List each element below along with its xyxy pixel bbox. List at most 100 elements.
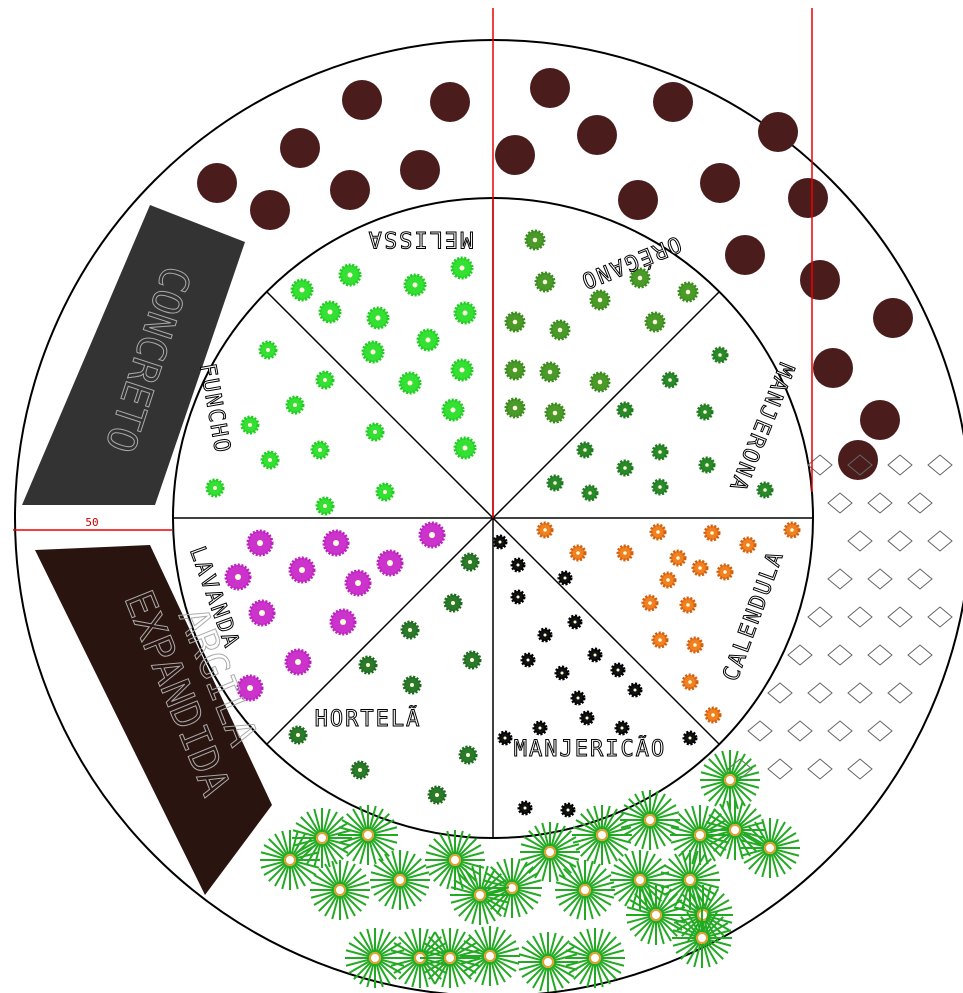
plant-leaf (586, 839, 600, 862)
plant-leaf (434, 931, 448, 954)
plant-center (684, 874, 696, 886)
plant-leaf (370, 808, 384, 831)
plant-leaf (496, 861, 510, 884)
plant-leaf (485, 886, 510, 895)
plant-leaf (453, 897, 476, 911)
plant-leaf (400, 850, 409, 875)
plant-leaf (494, 940, 517, 954)
plant-leaf (576, 860, 585, 885)
plant-leaf (453, 879, 476, 893)
plant-leaf (693, 908, 702, 933)
paver (807, 682, 833, 704)
plant-center (387, 560, 393, 566)
plant-center (410, 683, 414, 687)
plant-leaf (554, 836, 577, 850)
plant-center (644, 814, 656, 826)
plant-leaf (714, 784, 728, 807)
plant-leaf (656, 920, 665, 945)
paver (847, 454, 873, 476)
plant-leaf (628, 798, 647, 817)
plant-leaf (468, 959, 487, 978)
plant-leaf (590, 881, 615, 890)
plant-leaf (575, 837, 598, 851)
plant-leaf (482, 899, 496, 922)
plant-leaf (735, 780, 760, 789)
plant-center (538, 726, 542, 730)
plant-leaf (600, 958, 625, 967)
plant-leaf (345, 958, 370, 967)
plant-leaf (634, 793, 648, 816)
plant-center (698, 566, 702, 570)
plant-leaf (555, 890, 580, 899)
plant-leaf (324, 894, 338, 917)
plant-leaf (370, 880, 395, 889)
plant-leaf (692, 853, 706, 876)
plant-leaf (706, 893, 725, 912)
plant-leaf (515, 866, 534, 885)
shrub (788, 178, 828, 218)
plant-center (652, 319, 658, 325)
plant-leaf (703, 838, 722, 857)
plant-leaf (464, 868, 478, 891)
plant-leaf (550, 822, 559, 847)
plant-leaf (404, 962, 418, 985)
plant-leaf (340, 895, 349, 920)
plant-leaf (411, 963, 420, 988)
plant-leaf (702, 808, 716, 831)
plant-leaf (719, 834, 733, 857)
plant-leaf (458, 873, 477, 892)
plant-leaf (598, 936, 617, 955)
plant-leaf (480, 865, 489, 890)
plant-leaf (558, 892, 581, 906)
plant-leaf (694, 882, 717, 896)
plant-center (650, 909, 662, 921)
plant-leaf (528, 830, 547, 849)
plant-center (450, 407, 456, 413)
plant-leaf (306, 811, 320, 834)
shrub (838, 440, 878, 480)
plant-leaf (770, 853, 779, 878)
plant-leaf (516, 872, 539, 886)
plant-leaf (663, 882, 686, 896)
plant-leaf (281, 865, 290, 890)
plant-leaf (425, 851, 450, 860)
plant-center (459, 265, 465, 271)
shrub (280, 128, 320, 168)
plant-leaf (735, 771, 760, 780)
plant-leaf (734, 764, 757, 778)
plant-leaf (539, 967, 548, 992)
plant-leaf (521, 964, 544, 978)
plant-center (666, 578, 670, 582)
plant-leaf (647, 920, 656, 945)
plant-leaf (652, 824, 666, 847)
paver (847, 606, 873, 628)
plant-leaf (595, 928, 604, 953)
plant-leaf (641, 790, 650, 815)
shrub (330, 170, 370, 210)
plant-leaf (292, 829, 317, 838)
plant-leaf (700, 840, 709, 865)
plant-leaf (588, 868, 607, 887)
paver (847, 758, 873, 780)
plant-leaf (313, 892, 336, 906)
paver (887, 606, 913, 628)
paver (827, 492, 853, 514)
plant-center (383, 490, 387, 494)
plant-leaf (292, 838, 317, 847)
plant-leaf (520, 843, 545, 852)
plant-leaf (343, 868, 362, 887)
plant-center (516, 595, 520, 599)
plant-leaf (623, 822, 646, 836)
plant-leaf (548, 967, 557, 992)
plant-center (723, 570, 727, 574)
plant-leaf (420, 928, 429, 953)
plant-leaf (373, 882, 396, 896)
plant-center (462, 445, 468, 451)
plant-leaf (402, 853, 416, 876)
plant-leaf (398, 961, 417, 980)
plant-center (579, 884, 591, 896)
plant-leaf (730, 750, 739, 775)
paver (927, 454, 953, 476)
plant-leaf (650, 790, 659, 815)
plant-leaf (733, 758, 752, 777)
